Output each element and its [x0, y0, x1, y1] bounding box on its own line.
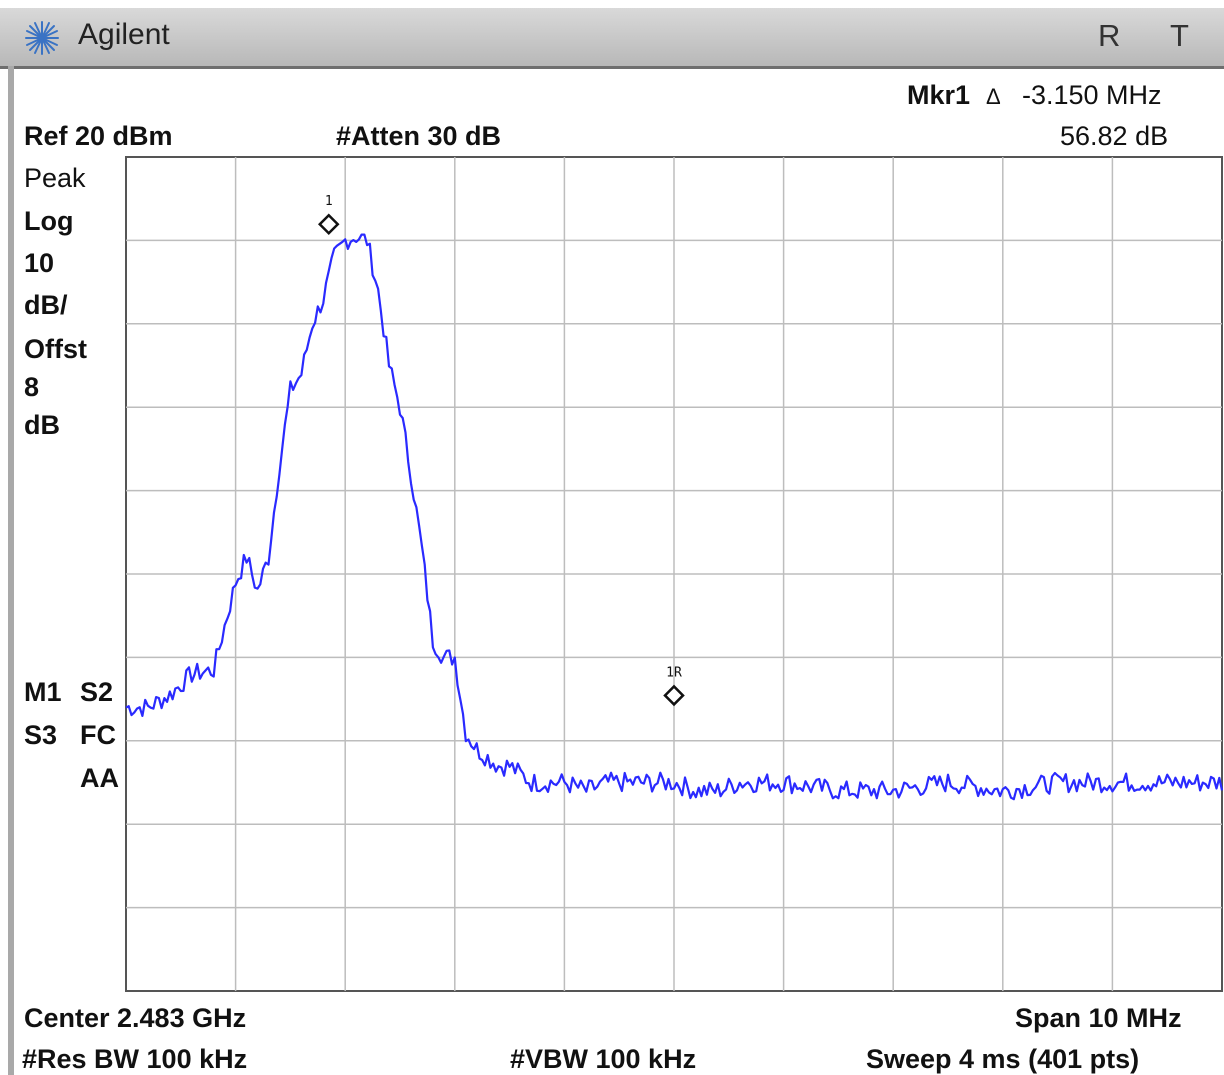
video-bandwidth: #VBW 100 kHz: [510, 1044, 697, 1074]
detector-mode: Peak: [24, 163, 86, 193]
scale-unit: dB/: [24, 290, 68, 320]
offset-value: 8: [24, 372, 40, 402]
s3-label: S3: [24, 720, 58, 750]
attenuation: #Atten 30 dB: [336, 121, 502, 151]
delta-symbol: Δ: [986, 84, 1001, 109]
agilent-spark-logo-icon: [25, 21, 59, 55]
marker-diamond: [317, 213, 340, 235]
resolution-bandwidth: #Res BW 100 kHz: [22, 1044, 248, 1074]
offset-label: Offst: [24, 334, 87, 364]
marker-label: 1R: [666, 665, 682, 680]
aa-label: AA: [80, 763, 119, 793]
marker-label: 1: [325, 194, 333, 209]
m1-label: M1: [24, 677, 62, 707]
marker-diamond: [663, 684, 685, 707]
title-bar: Agilent R T: [0, 8, 1224, 69]
brand-name: Agilent: [78, 18, 170, 51]
scale-value: 10: [24, 248, 55, 278]
offset-unit: dB: [24, 410, 60, 440]
reference-level: Ref 20 dBm: [24, 121, 173, 151]
marker-value: 56.82 dB: [1060, 121, 1169, 151]
remote-indicator: R: [1098, 18, 1121, 53]
fc-label: FC: [80, 720, 116, 750]
spectrum-trace: [125, 233, 1224, 801]
marker-frequency: -3.150 MHz: [1022, 80, 1162, 110]
center-frequency: Center 2.483 GHz: [24, 1003, 247, 1033]
scale-type: Log: [24, 206, 74, 236]
marker-label: Mkr1: [907, 80, 971, 110]
trigger-indicator: T: [1170, 18, 1189, 53]
left-frame-edge: [8, 66, 14, 1075]
s2-label: S2: [80, 677, 114, 707]
sweep-info: Sweep 4 ms (401 pts): [866, 1044, 1140, 1074]
span: Span 10 MHz: [1015, 1003, 1182, 1033]
